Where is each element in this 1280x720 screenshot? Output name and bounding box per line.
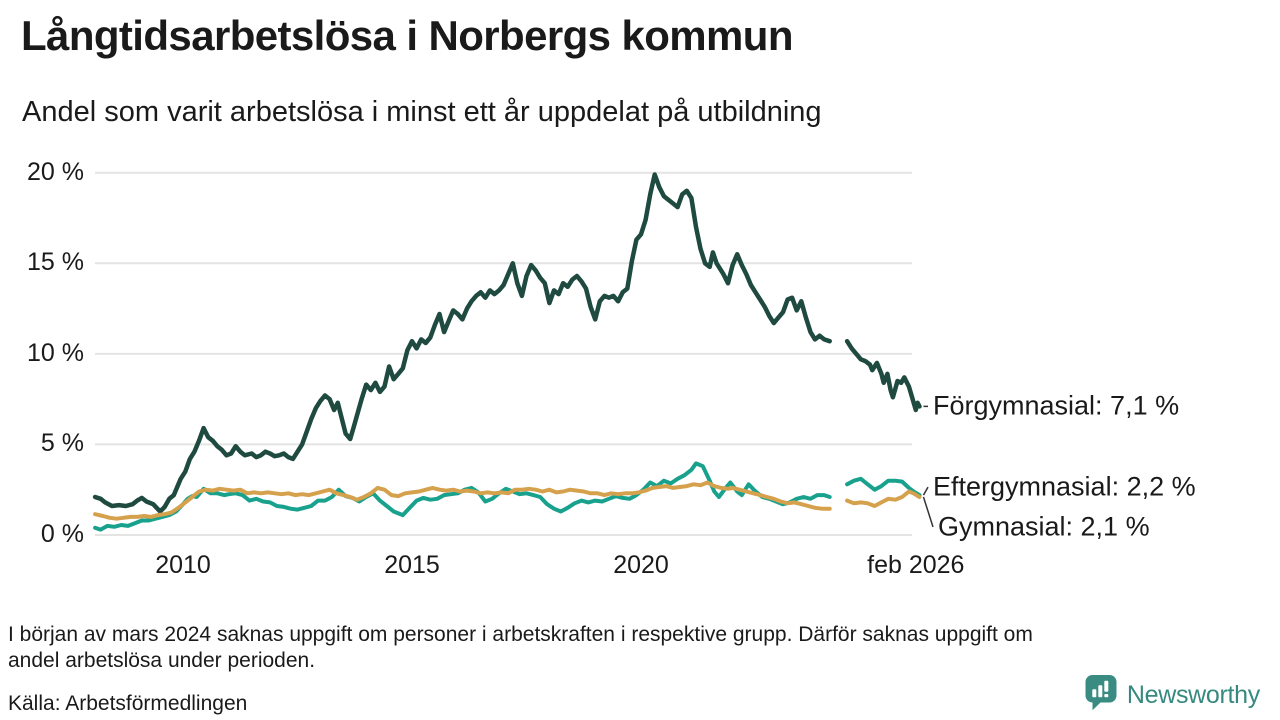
series-line-forgymnasial	[844, 338, 922, 413]
y-axis-tick-label: 20 %	[27, 157, 84, 186]
series-line-forgymnasial	[92, 172, 832, 514]
label-connector-line-gymnasial	[922, 496, 934, 528]
x-axis-tick-label: 2010	[155, 551, 211, 579]
page-title: Långtidsarbetslösa i Norbergs kommun	[21, 12, 793, 59]
y-axis-tick-label: 5 %	[40, 429, 84, 458]
series-line-eftergymnasial	[845, 476, 922, 498]
series-line-gymnasial	[845, 489, 922, 508]
y-axis-tick-label: 10 %	[27, 338, 84, 367]
page-subtitle: Andel som varit arbetslösa i minst ett å…	[22, 96, 822, 128]
x-axis-tick-label: feb 2026	[867, 551, 965, 579]
newsworthy-wordmark: Newsworthy	[1126, 680, 1260, 709]
y-axis-tick-label: 0 %	[40, 519, 84, 548]
footnote-text: I början av mars 2024 saknas uppgift om …	[8, 623, 1033, 672]
series-end-label-eftergymnasial: Eftergymnasial: 2,2 %	[933, 471, 1196, 502]
x-axis-tick-label: 2020	[613, 551, 669, 579]
label-connector-line-eftergymnasial	[922, 486, 929, 496]
x-axis-tick-label: 2015	[384, 551, 440, 579]
series-line-gymnasial	[93, 480, 832, 521]
series-end-label-gymnasial: Gymnasial: 2,1 %	[938, 511, 1150, 542]
source-text: Källa: Arbetsförmedlingen	[8, 692, 248, 715]
y-axis-tick-label: 15 %	[27, 248, 84, 277]
series-line-eftergymnasial	[93, 461, 832, 532]
newsworthy-speech-bubble-bar-chart-icon	[1084, 674, 1118, 716]
newsworthy-brand: Newsworthy	[1084, 674, 1260, 716]
series-end-label-forgymnasial: Förgymnasial: 7,1 %	[933, 390, 1180, 421]
